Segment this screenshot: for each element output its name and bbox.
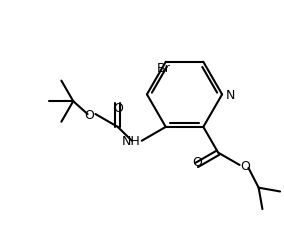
- Text: O: O: [192, 155, 202, 168]
- Text: Br: Br: [157, 61, 171, 75]
- Text: O: O: [241, 160, 250, 173]
- Text: O: O: [113, 102, 123, 115]
- Text: N: N: [226, 88, 235, 102]
- Text: NH: NH: [122, 135, 141, 148]
- Text: O: O: [85, 108, 95, 121]
